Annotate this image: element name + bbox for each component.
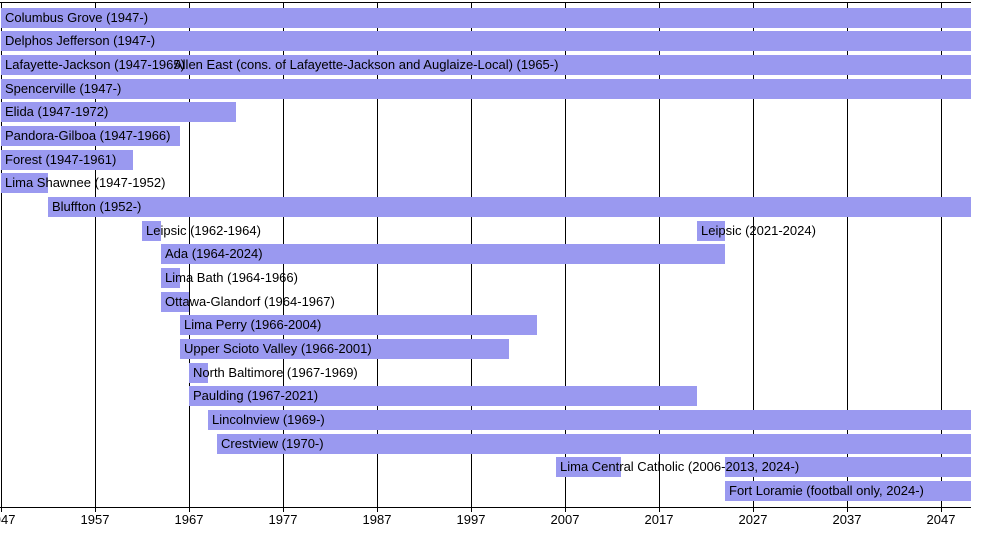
bar-label-lima-central-catholic: Lima Central Catholic (2006-2013, 2024-) <box>560 459 800 474</box>
bar-label-fort-loramie: Fort Loramie (football only, 2024-) <box>729 483 924 498</box>
bar-label-crestview: Crestview (1970-) <box>221 436 324 451</box>
timeline-bar-columbus-grove <box>1 8 971 28</box>
bar-label-ottawa-glandorf: Ottawa-Glandorf (1964-1967) <box>165 294 335 309</box>
gridline-1947 <box>1 2 2 512</box>
timeline-bar-pandora-gilboa <box>1 126 180 146</box>
bar-label-columbus-grove: Columbus Grove (1947-) <box>5 10 149 25</box>
axis-tick-label-2017: 2017 <box>644 512 674 527</box>
axis-tick-label-1967: 1967 <box>174 512 204 527</box>
bar-label-leipsic-1: Leipsic (1962-1964) <box>146 223 261 238</box>
timeline-bar-bluffton <box>48 197 971 217</box>
timeline-bar-upper-scioto-valley <box>180 339 509 359</box>
timeline-bar-paulding <box>189 386 697 406</box>
gridline-1957 <box>95 2 96 512</box>
timeline-bar-forest <box>1 150 133 170</box>
bar-label-bluffton: Bluffton (1952-) <box>52 199 142 214</box>
axis-tick-label-1987: 1987 <box>362 512 392 527</box>
timeline-bar-lafayette-jackson-allen-east-2 <box>170 55 971 75</box>
axis-tick-label-1997: 1997 <box>456 512 486 527</box>
bar-label-paulding: Paulding (1967-2021) <box>193 388 319 403</box>
timeline-bar-ada <box>161 244 725 264</box>
axis-tick-label-2037: 2037 <box>832 512 862 527</box>
bar-label-pandora-gilboa: Pandora-Gilboa (1947-1966) <box>5 128 171 143</box>
gridline-2037 <box>847 2 848 512</box>
timeline-bar-leipsic-1 <box>142 221 161 241</box>
bar-label-lima-bath: Lima Bath (1964-1966) <box>165 270 298 285</box>
timeline-bar-lima-central-catholic-2 <box>725 457 971 477</box>
timeline-bar-elida <box>1 102 236 122</box>
bar-label-north-baltimore: North Baltimore (1967-1969) <box>193 365 358 380</box>
bar-label-spencerville: Spencerville (1947-) <box>5 81 122 96</box>
bar-label-ada: Ada (1964-2024) <box>165 246 263 261</box>
axis-tick-label-2027: 2027 <box>738 512 768 527</box>
gridline-2027 <box>753 2 754 512</box>
timeline-bar-lima-shawnee <box>1 173 48 193</box>
bar-label-forest: Forest (1947-1961) <box>5 152 117 167</box>
x-axis-line <box>0 507 971 508</box>
bar-label-leipsic-2: Leipsic (2021-2024) <box>701 223 816 238</box>
timeline-bar-lincolnview <box>208 410 971 430</box>
axis-tick-label-1957: 1957 <box>80 512 110 527</box>
axis-tick-label-2047: 2047 <box>926 512 956 527</box>
timeline-bar-leipsic-2 <box>697 221 725 241</box>
bar-label-elida: Elida (1947-1972) <box>5 104 109 119</box>
timeline-bar-lima-bath <box>161 268 180 288</box>
bar-label-upper-scioto-valley: Upper Scioto Valley (1966-2001) <box>184 341 372 356</box>
axis-tick-label-1947: 1947 <box>0 512 16 527</box>
timeline-bar-ottawa-glandorf <box>161 292 189 312</box>
gridline-2047 <box>941 2 942 512</box>
timeline-bar-north-baltimore <box>189 363 208 383</box>
bar-label-lincolnview: Lincolnview (1969-) <box>212 412 325 427</box>
axis-tick-label-1977: 1977 <box>268 512 298 527</box>
timeline-bar-crestview <box>217 434 971 454</box>
bar-label-delphos-jefferson: Delphos Jefferson (1947-) <box>5 33 156 48</box>
timeline-bar-delphos-jefferson <box>1 31 971 51</box>
bar-label-lima-shawnee: Lima Shawnee (1947-1952) <box>5 175 166 190</box>
timeline-bar-fort-loramie <box>725 481 971 501</box>
timeline-bar-spencerville <box>1 79 971 99</box>
axis-tick-label-2007: 2007 <box>550 512 580 527</box>
bar-label-lafayette-jackson-allen-east-2: Allen East (cons. of Lafayette-Jackson a… <box>174 57 559 72</box>
timeline-bar-lafayette-jackson-allen-east-1 <box>1 55 170 75</box>
timeline-bar-lima-perry <box>180 315 537 335</box>
timeline-bar-lima-central-catholic-1 <box>556 457 621 477</box>
bar-label-lima-perry: Lima Perry (1966-2004) <box>184 317 322 332</box>
bar-label-lafayette-jackson-allen-east-1: Lafayette-Jackson (1947-1965) <box>5 57 185 72</box>
chart-top-border <box>0 2 971 3</box>
